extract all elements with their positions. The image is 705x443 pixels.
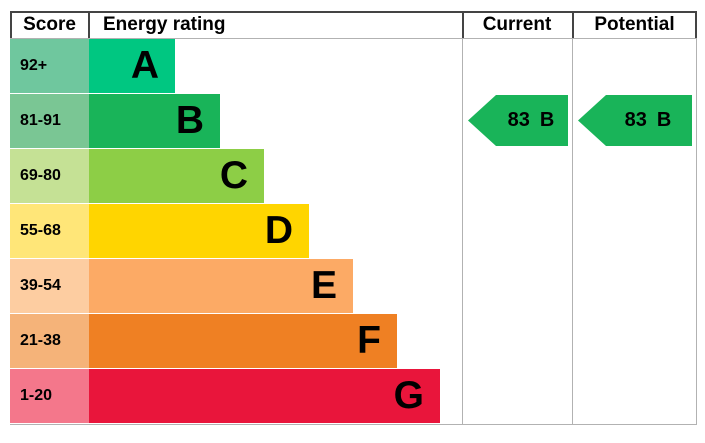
header-bottom-border xyxy=(10,38,697,39)
potential-band: B xyxy=(656,109,672,131)
band-row: 69-80 C xyxy=(10,149,697,204)
potential-column-header: Potential xyxy=(594,14,675,35)
band-score-cell: 81-91 xyxy=(10,94,89,148)
header-divider xyxy=(695,11,697,38)
band-score-cell: 1-20 xyxy=(10,369,89,423)
table-bottom-border xyxy=(10,424,697,425)
column-divider xyxy=(572,39,573,424)
header-divider xyxy=(572,11,574,38)
band-letter: E xyxy=(310,264,337,307)
band-bar: F xyxy=(89,314,397,368)
band-bar: D xyxy=(89,204,309,258)
band-score-cell: 39-54 xyxy=(10,259,89,313)
band-row: 55-68 D xyxy=(10,204,697,259)
band-letter: D xyxy=(264,209,293,252)
band-row: 39-54 E xyxy=(10,259,697,314)
band-letter: F xyxy=(357,319,381,362)
band-bar: C xyxy=(89,149,264,203)
column-divider xyxy=(462,39,463,424)
header-divider xyxy=(10,11,12,38)
band-letter: G xyxy=(393,374,424,417)
band-score-cell: 55-68 xyxy=(10,204,89,258)
band-letter: A xyxy=(130,44,159,87)
table-top-border xyxy=(10,11,697,13)
current-band: B xyxy=(539,109,555,131)
band-bar: B xyxy=(89,94,220,148)
band-rows: 92+ A 81-91 B 69-80 C 55-68 D 39-54 E 21… xyxy=(10,39,697,424)
band-bar: E xyxy=(89,259,353,313)
band-row: 21-38 F xyxy=(10,314,697,369)
band-row: 81-91 B xyxy=(10,94,697,149)
potential-score: 83 xyxy=(624,109,647,131)
band-row: 92+ A xyxy=(10,39,697,94)
score-column-header: Score xyxy=(23,14,76,35)
band-score-cell: 69-80 xyxy=(10,149,89,203)
energy-rating-column-header: Energy rating xyxy=(103,14,226,35)
band-bar: G xyxy=(89,369,440,423)
band-letter: C xyxy=(219,154,248,197)
band-bar: A xyxy=(89,39,175,93)
band-score-cell: 92+ xyxy=(10,39,89,93)
header-divider xyxy=(88,11,90,38)
current-score: 83 xyxy=(507,109,530,131)
potential-rating-arrow: 83 B xyxy=(578,95,692,146)
band-row: 1-20 G xyxy=(10,369,697,424)
band-letter: B xyxy=(175,99,204,142)
header-divider xyxy=(462,11,464,38)
band-score-cell: 21-38 xyxy=(10,314,89,368)
current-column-header: Current xyxy=(482,14,552,35)
table-right-border xyxy=(696,39,697,424)
